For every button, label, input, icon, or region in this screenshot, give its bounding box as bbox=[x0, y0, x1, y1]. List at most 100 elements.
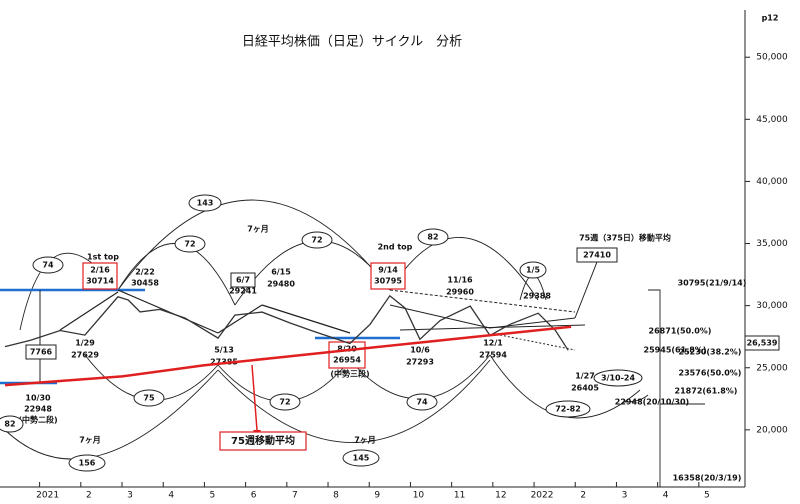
annotation: 72-82 bbox=[555, 405, 581, 414]
cycle-circle bbox=[269, 393, 301, 411]
annotation: 7ヶ月 bbox=[79, 436, 101, 445]
annotation: 26954 bbox=[333, 356, 361, 365]
annotation: 75 bbox=[143, 394, 155, 403]
annotation: 74 bbox=[416, 398, 428, 407]
annotation: 30458 bbox=[131, 279, 159, 288]
x-tick-label: 10 bbox=[413, 491, 425, 501]
annotation: 1st top bbox=[87, 253, 119, 262]
label-box bbox=[219, 431, 307, 451]
annotation: 7ヶ月 bbox=[354, 436, 376, 445]
cycle-circle bbox=[68, 454, 106, 472]
x-tick-label: 6 bbox=[251, 491, 257, 501]
cycle-circle bbox=[0, 415, 24, 433]
annotation: 26405 bbox=[571, 384, 599, 393]
x-tick-label: 12 bbox=[495, 491, 506, 501]
annotation: 1/27 bbox=[575, 372, 595, 381]
cycle-circle bbox=[301, 231, 333, 249]
x-tick-label: 9 bbox=[374, 491, 380, 501]
label-box bbox=[370, 262, 406, 290]
annotation: 9/14 bbox=[378, 266, 398, 275]
x-tick-label: 2 bbox=[86, 491, 92, 501]
annotation: 82 bbox=[427, 233, 438, 242]
annotation: 29480 bbox=[267, 280, 295, 289]
x-tick-label: 7 bbox=[292, 491, 298, 501]
y-tick-label: 40,000 bbox=[756, 177, 788, 187]
series-label: 75週移動平均 bbox=[231, 434, 295, 447]
annotation: 72 bbox=[311, 236, 322, 245]
annotation: 2/22 bbox=[135, 268, 155, 277]
annotation: 7766 bbox=[30, 348, 53, 357]
x-tick-label: 2022 bbox=[531, 491, 554, 501]
annotation: 30714 bbox=[86, 277, 114, 286]
annotation: 3/10-24 bbox=[601, 374, 636, 383]
y-tick-label: 30,000 bbox=[756, 301, 788, 311]
x-tick-label: 2 bbox=[580, 491, 586, 501]
x-tick-label: 5 bbox=[210, 491, 216, 501]
annotation: 26,539 bbox=[747, 339, 778, 348]
annotation: (中勢三段) bbox=[330, 369, 369, 379]
cycle-circle bbox=[133, 389, 165, 407]
annotation: 75週（375日）移動平均 bbox=[579, 233, 671, 243]
cycle-circle bbox=[342, 449, 380, 467]
annotation: 23576(50.0%) bbox=[679, 369, 742, 378]
x-tick-label: 8 bbox=[333, 491, 339, 501]
label-box bbox=[744, 335, 780, 351]
x-tick-label: 2021 bbox=[36, 491, 59, 501]
annotation: 82 bbox=[4, 420, 15, 429]
annotation: 5/13 bbox=[214, 346, 234, 355]
label-box bbox=[328, 341, 366, 369]
y-tick-label: 25,000 bbox=[756, 363, 788, 373]
y-tick-label: 45,000 bbox=[756, 115, 788, 125]
annotation: 27629 bbox=[71, 351, 99, 360]
series-line bbox=[4, 325, 572, 387]
annotation: 2/16 bbox=[90, 266, 110, 275]
annotation: 72 bbox=[279, 398, 290, 407]
x-tick-label: 3 bbox=[127, 491, 133, 501]
chart-title: 日経平均株価（日足）サイクル 分析 bbox=[242, 35, 462, 50]
label-box bbox=[230, 272, 256, 288]
cycle-circle bbox=[545, 400, 591, 418]
annotation: 27410 bbox=[583, 251, 611, 260]
annotation: 25945(61.8%) bbox=[644, 346, 707, 355]
cycle-circle bbox=[417, 228, 449, 246]
annotation: 145 bbox=[353, 454, 370, 463]
annotation: 10/30 bbox=[25, 394, 51, 403]
annotation: 1/29 bbox=[75, 339, 95, 348]
x-tick-label: 3 bbox=[622, 491, 628, 501]
annotation: 22948 bbox=[24, 405, 52, 414]
x-tick-label: 5 bbox=[704, 491, 710, 501]
annotations: p12 74 143 72 7ヶ月 72 2nd top 82 1/5 75週（375日）移動平均… bbox=[0, 14, 780, 483]
annotation: 21872(61.8%) bbox=[675, 387, 738, 396]
cycle-circle bbox=[32, 256, 64, 274]
y-tick-label: 50,000 bbox=[756, 53, 788, 63]
annotation: 26871(50.0%) bbox=[649, 327, 712, 336]
annotation: 27594 bbox=[479, 351, 507, 360]
annotation: 6/15 bbox=[271, 268, 291, 277]
x-tick-label: 11 bbox=[454, 491, 465, 501]
y-tick-label: 20,000 bbox=[756, 425, 788, 435]
label-box bbox=[82, 262, 118, 290]
annotation: 7ヶ月 bbox=[247, 225, 269, 234]
x-tick-label: 4 bbox=[168, 491, 174, 501]
cycle-circle bbox=[174, 235, 206, 253]
cycle-circle bbox=[519, 261, 547, 279]
annotation: 74 bbox=[42, 261, 54, 270]
annotation: 156 bbox=[79, 459, 96, 468]
annotation: 29241 bbox=[229, 287, 257, 296]
cycle-circle bbox=[188, 194, 222, 212]
annotation: 16358(20/3/19) bbox=[673, 474, 742, 483]
annotation: (中勢二段) bbox=[18, 415, 57, 425]
series-line bbox=[4, 294, 569, 351]
annotation: 12/1 bbox=[483, 339, 503, 348]
annotation: 25230(38.2%) bbox=[679, 348, 742, 357]
annotation: p12 bbox=[762, 14, 779, 23]
annotation: 29960 bbox=[446, 288, 474, 297]
annotation: 1/5 bbox=[526, 266, 540, 275]
annotation: 6/7 bbox=[236, 276, 250, 285]
label-box bbox=[576, 247, 618, 263]
annotation: 22948(20/10/30) bbox=[615, 398, 689, 407]
cycle-circle bbox=[406, 393, 438, 411]
annotation: 10/6 bbox=[410, 346, 430, 355]
x-tick-label: 4 bbox=[663, 491, 669, 501]
